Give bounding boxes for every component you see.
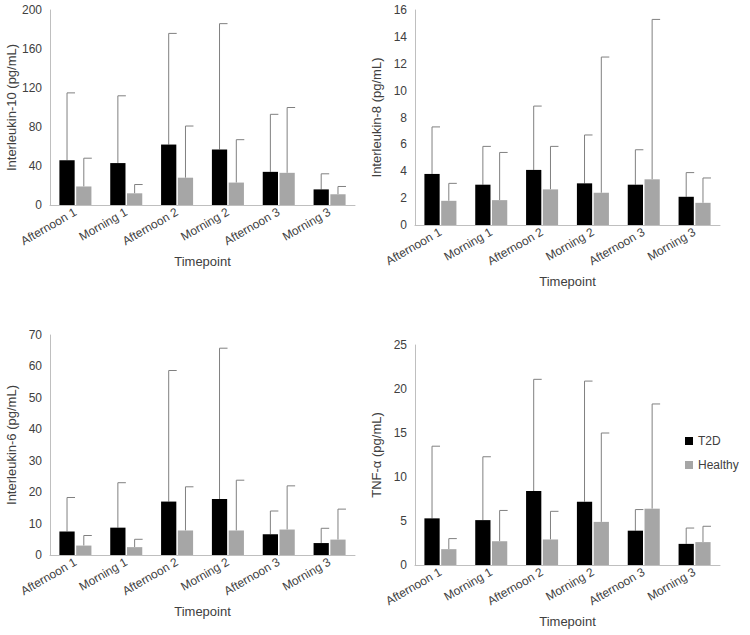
- svg-text:Interleukin-10 (pg/mL): Interleukin-10 (pg/mL): [4, 44, 19, 171]
- svg-text:Morning 2: Morning 2: [178, 554, 232, 594]
- svg-text:Afternoon 3: Afternoon 3: [222, 555, 283, 598]
- svg-text:10: 10: [29, 517, 43, 531]
- svg-text:Morning 1: Morning 1: [76, 554, 130, 594]
- svg-text:Morning 3: Morning 3: [645, 565, 698, 604]
- svg-text:Morning 2: Morning 2: [543, 564, 597, 604]
- svg-text:Morning 3: Morning 3: [280, 205, 333, 244]
- svg-text:Timepoint: Timepoint: [174, 604, 231, 619]
- svg-text:10: 10: [394, 470, 408, 484]
- svg-text:Interleukin-6 (pg/mL): Interleukin-6 (pg/mL): [4, 385, 19, 505]
- svg-text:Morning 1: Morning 1: [76, 204, 130, 244]
- svg-text:5: 5: [400, 514, 407, 528]
- svg-text:0: 0: [400, 558, 407, 572]
- svg-text:4: 4: [400, 164, 407, 178]
- svg-text:20: 20: [29, 485, 43, 499]
- svg-text:30: 30: [29, 454, 43, 468]
- svg-text:8: 8: [400, 111, 407, 125]
- svg-text:50: 50: [29, 391, 43, 405]
- svg-text:Afternoon 2: Afternoon 2: [120, 205, 181, 248]
- svg-text:Morning 3: Morning 3: [280, 555, 333, 594]
- svg-text:40: 40: [29, 422, 43, 436]
- svg-text:Morning 1: Morning 1: [441, 564, 495, 604]
- svg-text:14: 14: [394, 30, 408, 44]
- svg-text:80: 80: [29, 120, 43, 134]
- svg-text:Afternoon 1: Afternoon 1: [18, 555, 79, 598]
- svg-text:0: 0: [35, 548, 42, 562]
- svg-text:T2D: T2D: [698, 434, 721, 448]
- svg-text:40: 40: [29, 159, 43, 173]
- svg-text:25: 25: [394, 338, 408, 352]
- svg-text:Afternoon 3: Afternoon 3: [222, 205, 283, 248]
- svg-text:Afternoon 2: Afternoon 2: [485, 565, 546, 608]
- svg-text:2: 2: [400, 191, 407, 205]
- svg-text:0: 0: [400, 218, 407, 232]
- svg-text:Morning 2: Morning 2: [543, 224, 597, 264]
- svg-text:Healthy: Healthy: [698, 458, 739, 472]
- svg-text:Afternoon 1: Afternoon 1: [383, 565, 444, 608]
- svg-text:60: 60: [29, 359, 43, 373]
- svg-text:Afternoon 3: Afternoon 3: [587, 565, 648, 608]
- svg-text:Morning 2: Morning 2: [178, 204, 232, 244]
- svg-text:160: 160: [22, 42, 42, 56]
- svg-text:16: 16: [394, 3, 408, 17]
- svg-text:Afternoon 2: Afternoon 2: [485, 225, 546, 268]
- svg-text:TNF-α (pg/mL): TNF-α (pg/mL): [369, 412, 384, 498]
- svg-text:Afternoon 1: Afternoon 1: [383, 225, 444, 268]
- svg-text:Afternoon 1: Afternoon 1: [18, 205, 79, 248]
- svg-text:Morning 1: Morning 1: [441, 224, 495, 264]
- svg-text:200: 200: [22, 3, 42, 17]
- svg-text:Timepoint: Timepoint: [174, 254, 231, 269]
- svg-text:70: 70: [29, 328, 43, 342]
- svg-text:120: 120: [22, 81, 42, 95]
- svg-text:20: 20: [394, 382, 408, 396]
- svg-text:Morning 3: Morning 3: [645, 225, 698, 264]
- svg-text:Timepoint: Timepoint: [539, 614, 596, 629]
- svg-text:Timepoint: Timepoint: [539, 274, 596, 289]
- svg-text:10: 10: [394, 84, 408, 98]
- svg-text:Interleukin-8 (pg/mL): Interleukin-8 (pg/mL): [369, 58, 384, 178]
- svg-text:12: 12: [394, 57, 408, 71]
- svg-text:15: 15: [394, 426, 408, 440]
- svg-text:6: 6: [400, 137, 407, 151]
- svg-text:Afternoon 2: Afternoon 2: [120, 555, 181, 598]
- svg-text:0: 0: [35, 198, 42, 212]
- svg-text:Afternoon 3: Afternoon 3: [587, 225, 648, 268]
